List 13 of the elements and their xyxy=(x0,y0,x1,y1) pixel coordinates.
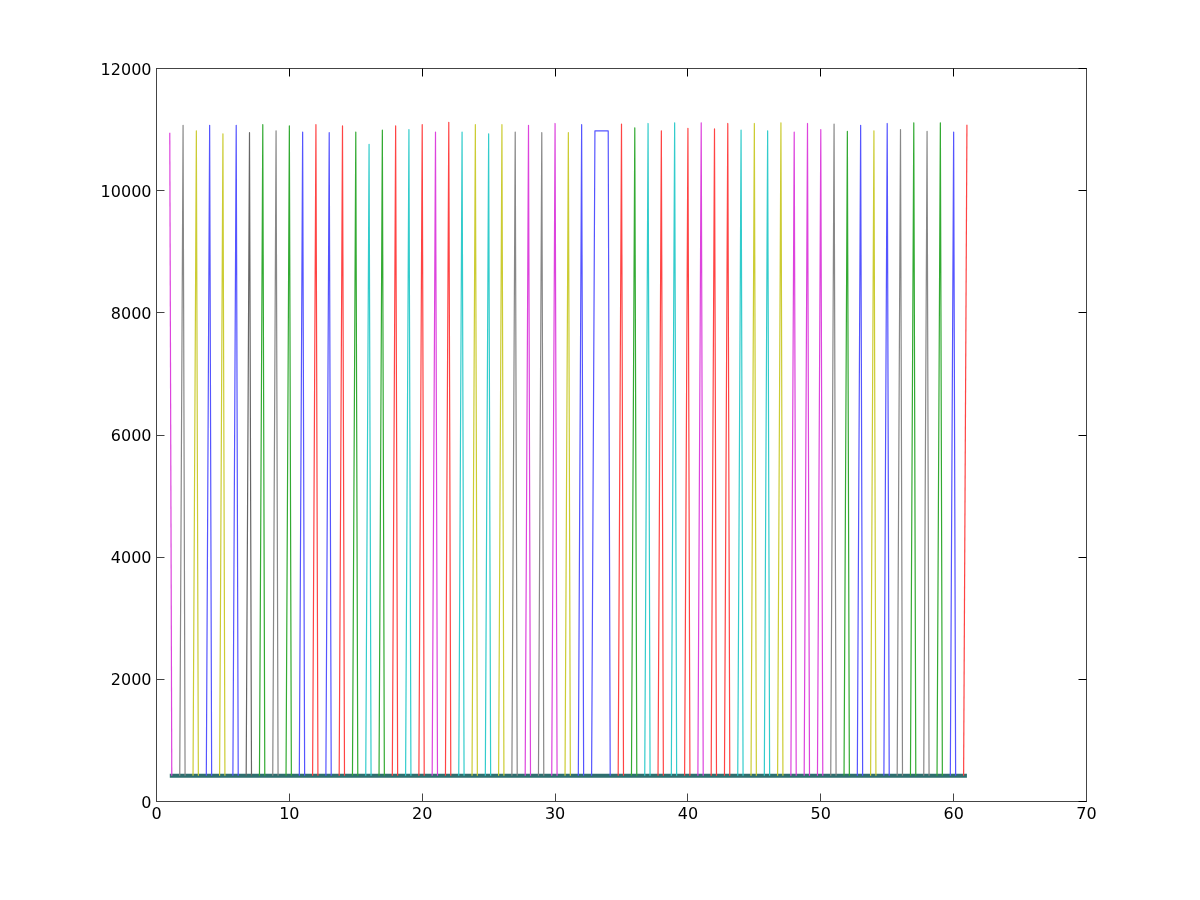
y-tick-label: 6000 xyxy=(110,426,152,445)
y-tick-label: 4000 xyxy=(110,548,152,568)
y-tick-label: 10000 xyxy=(100,181,152,201)
y-tick-label: 8000 xyxy=(110,303,152,323)
x-tick-label: 60 xyxy=(943,803,964,823)
x-tick-label: 70 xyxy=(1076,803,1097,823)
x-tick-label: 50 xyxy=(810,803,831,823)
x-tick-label: 20 xyxy=(412,803,433,823)
x-tick-label: 40 xyxy=(677,803,699,823)
y-tick-label: 2000 xyxy=(110,670,152,690)
y-tick-label: 12000 xyxy=(100,59,152,79)
x-tick-label: 30 xyxy=(544,803,566,823)
x-tick-label: 10 xyxy=(279,803,300,823)
